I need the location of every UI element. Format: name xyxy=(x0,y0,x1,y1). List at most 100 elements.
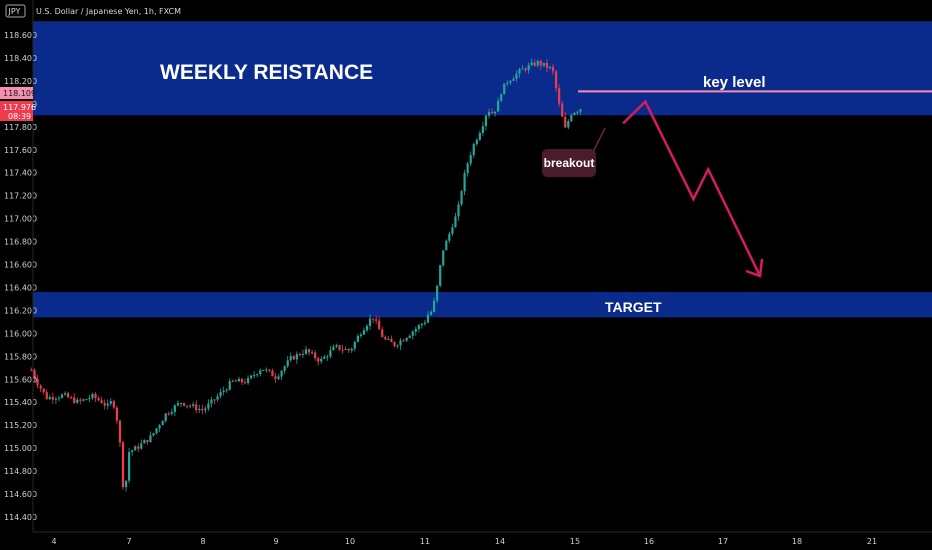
candle-body xyxy=(436,285,439,301)
candle-body xyxy=(429,311,433,315)
current-price-tag: 117.976 08:39 xyxy=(0,101,36,121)
projection-arrow[interactable] xyxy=(622,99,762,277)
candle-body xyxy=(365,325,369,331)
candle-body xyxy=(515,73,518,79)
candle xyxy=(192,401,195,408)
candle xyxy=(536,59,539,68)
candle-body xyxy=(375,319,378,321)
candle xyxy=(475,137,478,146)
y-tick-label: 117.000 xyxy=(4,215,37,224)
candle xyxy=(289,352,292,363)
candle-body xyxy=(73,397,76,403)
price-axis[interactable]: 118.600118.400118.200118.000117.800117.6… xyxy=(4,31,37,522)
candle xyxy=(317,356,320,366)
candle-body xyxy=(112,401,115,408)
candle-body xyxy=(152,433,155,436)
candle xyxy=(402,338,405,342)
candle xyxy=(271,368,274,377)
candle xyxy=(320,356,323,364)
x-tick-label: 9 xyxy=(273,537,278,546)
weekly-resistance-zone[interactable] xyxy=(33,21,932,116)
candle xyxy=(372,318,375,324)
candle xyxy=(176,400,179,407)
candle-body xyxy=(216,396,219,400)
candle-body xyxy=(262,369,265,371)
candle-body xyxy=(460,191,463,205)
candle xyxy=(368,314,372,330)
candle xyxy=(356,333,359,343)
candle xyxy=(518,67,521,78)
candle-body xyxy=(143,440,146,444)
candle xyxy=(48,394,51,400)
candle xyxy=(173,403,176,417)
chart-title: U.S. Dollar / Japanese Yen, 1h, FXCM xyxy=(36,7,181,16)
candle-body xyxy=(503,83,506,95)
candle xyxy=(396,344,399,349)
candle xyxy=(304,345,308,356)
candle-body xyxy=(326,356,329,358)
y-tick-label: 115.800 xyxy=(4,352,37,361)
breakout-callout[interactable]: breakout xyxy=(542,127,606,177)
candle xyxy=(314,349,317,361)
breakout-label: breakout xyxy=(544,156,595,170)
zones-layer xyxy=(33,21,932,318)
candle-body xyxy=(405,337,408,341)
candle xyxy=(39,384,42,393)
candle xyxy=(265,367,268,373)
candle xyxy=(112,399,115,410)
candle xyxy=(570,113,573,123)
candle-body xyxy=(304,349,308,354)
candle-body xyxy=(146,440,149,443)
y-tick-label: 118.600 xyxy=(4,31,37,40)
candle-body xyxy=(246,378,250,384)
candle xyxy=(97,396,100,402)
candle xyxy=(481,121,484,136)
candle-body xyxy=(320,358,323,362)
candle-body xyxy=(106,403,109,406)
candle-body xyxy=(54,398,57,400)
candle-body xyxy=(420,323,423,326)
candle xyxy=(128,448,131,484)
candle xyxy=(234,379,237,382)
candle xyxy=(311,349,314,355)
candle-body xyxy=(259,370,262,375)
candle-body xyxy=(509,80,512,83)
candle-body xyxy=(448,233,451,241)
candle xyxy=(454,212,457,228)
candle-body xyxy=(317,358,320,362)
candle-body xyxy=(250,375,253,379)
candle xyxy=(109,398,112,407)
y-tick-label: 114.400 xyxy=(4,513,37,522)
current-price-tag-text: 117.976 xyxy=(3,103,36,112)
target-zone[interactable] xyxy=(33,292,932,318)
time-axis[interactable]: 4 7 8 9 10 11 14 15 16 17 18 21 xyxy=(51,537,877,546)
candle-body xyxy=(201,408,204,411)
candle-body xyxy=(164,413,167,421)
candle xyxy=(323,354,326,360)
candle-body xyxy=(131,450,134,453)
candle-body xyxy=(539,60,542,66)
candle-body xyxy=(33,370,36,380)
candle-body xyxy=(466,163,469,174)
candle xyxy=(545,59,549,73)
candle xyxy=(375,315,378,325)
candle-body xyxy=(100,400,103,403)
candle xyxy=(228,378,231,391)
candle-body xyxy=(561,103,564,117)
candle-body xyxy=(268,369,271,371)
candle-body xyxy=(399,340,402,346)
candle xyxy=(350,347,353,353)
candle-body xyxy=(338,345,341,350)
candle-body xyxy=(210,399,213,404)
candle xyxy=(73,393,76,404)
candle xyxy=(295,351,298,364)
candle xyxy=(94,391,97,403)
candle xyxy=(555,69,558,93)
target-label: TARGET xyxy=(605,299,662,315)
candle xyxy=(426,310,430,324)
candle-body xyxy=(478,132,481,140)
symbol-badge[interactable] xyxy=(5,4,26,18)
x-tick-label: 7 xyxy=(126,537,131,546)
weekly-resistance-label: WEEKLY REISTANCE xyxy=(160,61,373,84)
